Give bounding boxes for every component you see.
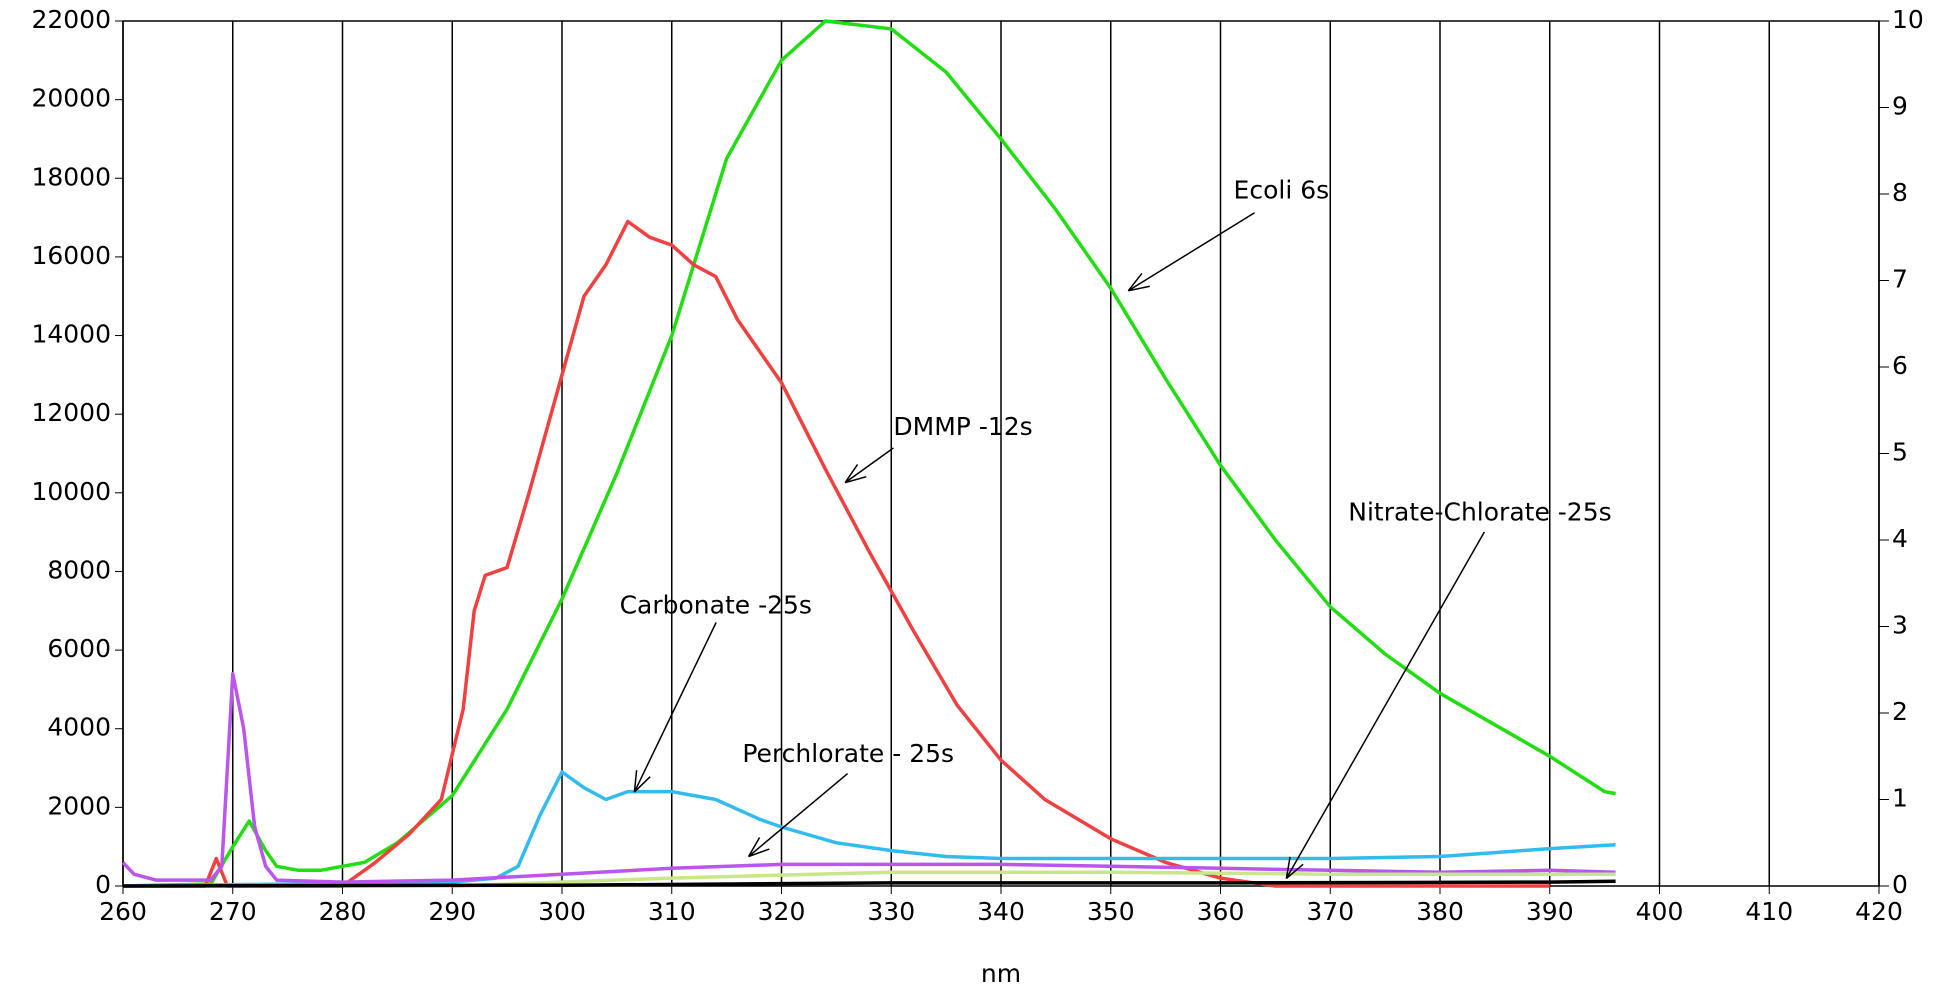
x-tick-label: 300 (538, 897, 586, 926)
x-tick-label: 310 (648, 897, 696, 926)
x-tick-label: 340 (977, 897, 1025, 926)
x-tick-label: 370 (1306, 897, 1354, 926)
y-tick-label: 10000 (31, 477, 111, 506)
x-tick-label: 380 (1416, 897, 1464, 926)
annotation-label: Ecoli 6s (1234, 176, 1330, 205)
arrow-head (633, 776, 651, 793)
y-tick-label: 0 (95, 870, 111, 899)
y-tick-label: 14000 (31, 320, 111, 349)
x-tick-label: 360 (1197, 897, 1245, 926)
y-tick-label: 8000 (47, 555, 111, 584)
x-tick-label: 290 (428, 897, 476, 926)
y2-tick-label: 3 (1892, 611, 1908, 640)
x-tick-label: 350 (1087, 897, 1135, 926)
y-tick-label: 2000 (47, 791, 111, 820)
x-tick-label: 280 (319, 897, 367, 926)
arrow-head (748, 848, 770, 858)
series-line (121, 671, 1616, 884)
series-line (123, 219, 1550, 888)
annotation-arrow (844, 447, 894, 484)
y-tick-label: 22000 (31, 5, 111, 34)
annotation-arrow (633, 622, 717, 793)
y2-tick-label: 4 (1892, 524, 1908, 553)
x-tick-label: 410 (1745, 897, 1793, 926)
annotation-label: Perchlorate - 25s (742, 739, 954, 768)
y2-tick-label: 0 (1892, 870, 1908, 899)
x-tick-label: 320 (758, 897, 806, 926)
annotation-label: Carbonate -25s (620, 590, 812, 619)
arrow-head (1127, 272, 1143, 292)
y2-tick-label: 6 (1892, 351, 1908, 380)
series-line (122, 19, 1616, 888)
arrow-head (844, 475, 867, 484)
y2-tick-label: 8 (1892, 178, 1908, 207)
x-tick-label: 330 (867, 897, 915, 926)
y-tick-label: 4000 (47, 713, 111, 742)
arrow-head (747, 837, 761, 857)
y2-tick-label: 1 (1892, 784, 1908, 813)
arrow-head (1285, 863, 1304, 880)
annotation-arrow (1127, 212, 1255, 292)
y-tick-label: 20000 (31, 84, 111, 113)
arrow-head (1285, 856, 1291, 879)
y2-tick-label: 7 (1892, 265, 1908, 294)
y-tick-label: 16000 (31, 241, 111, 270)
x-tick-label: 400 (1636, 897, 1684, 926)
series-line (122, 879, 1616, 888)
x-tick-label: 420 (1855, 897, 1903, 926)
arrow-head (633, 770, 638, 793)
series-line (122, 770, 1616, 888)
annotation-arrow (1285, 531, 1486, 879)
x-tick-label: 390 (1526, 897, 1574, 926)
y2-tick-label: 9 (1892, 92, 1908, 121)
annotation-arrow (748, 772, 849, 858)
y2-tick-label: 2 (1892, 697, 1908, 726)
annotation-label: Nitrate-Chlorate -25s (1348, 497, 1611, 526)
y-tick-label: 18000 (31, 162, 111, 191)
annotation-label: DMMP -12s (893, 412, 1032, 441)
y2-tick-label: 5 (1892, 438, 1908, 467)
series-line (452, 870, 1616, 888)
y-tick-label: 6000 (47, 634, 111, 663)
y-tick-label: 12000 (31, 398, 111, 427)
x-tick-label: 270 (209, 897, 257, 926)
arrow-head (844, 463, 859, 484)
x-axis-label: nm (981, 959, 1021, 988)
y2-tick-label: 10 (1892, 5, 1924, 34)
x-tick-label: 260 (99, 897, 147, 926)
arrow-head (1128, 285, 1151, 292)
